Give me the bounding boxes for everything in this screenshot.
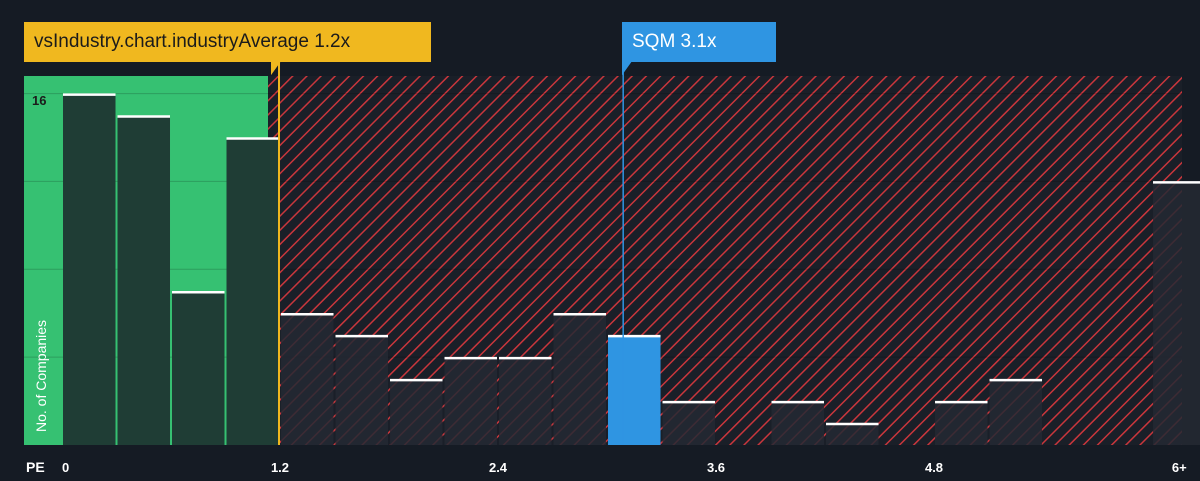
y-axis-label: No. of Companies xyxy=(33,320,49,432)
highlight-bar xyxy=(608,335,661,445)
x-tick-label: 3.6 xyxy=(707,460,725,475)
x-axis-label: PE xyxy=(26,459,45,475)
x-axis-ticks: 0 1.2 2.4 3.6 4.8 6+ xyxy=(62,460,1187,475)
bar xyxy=(63,93,116,446)
x-tick-label: 0 xyxy=(62,460,69,475)
industry-average-callout: vsIndustry.chart.industryAverage 1.2x xyxy=(24,22,431,62)
bar xyxy=(281,313,334,445)
bar xyxy=(826,423,879,445)
bar xyxy=(1153,181,1200,445)
x-tick-label: 2.4 xyxy=(489,460,508,475)
bar xyxy=(226,137,280,445)
x-tick-label: 1.2 xyxy=(271,460,289,475)
bar xyxy=(771,401,825,445)
bar xyxy=(335,335,389,445)
x-tick-label: 4.8 xyxy=(925,460,943,475)
bar xyxy=(499,357,552,445)
bar xyxy=(117,115,171,446)
industry-callout-pointer xyxy=(271,61,281,75)
bar xyxy=(989,379,1043,445)
company-callout: SQM 3.1x xyxy=(622,22,776,62)
company-callout-pointer xyxy=(622,61,632,75)
bar xyxy=(662,401,716,445)
bars xyxy=(63,93,1200,446)
bar xyxy=(935,401,988,445)
bar xyxy=(172,291,225,445)
y-tick-label: 16 xyxy=(32,93,46,108)
bar xyxy=(390,379,443,445)
bar xyxy=(444,357,498,445)
bar xyxy=(553,313,607,445)
x-tick-label: 6+ xyxy=(1172,460,1187,475)
